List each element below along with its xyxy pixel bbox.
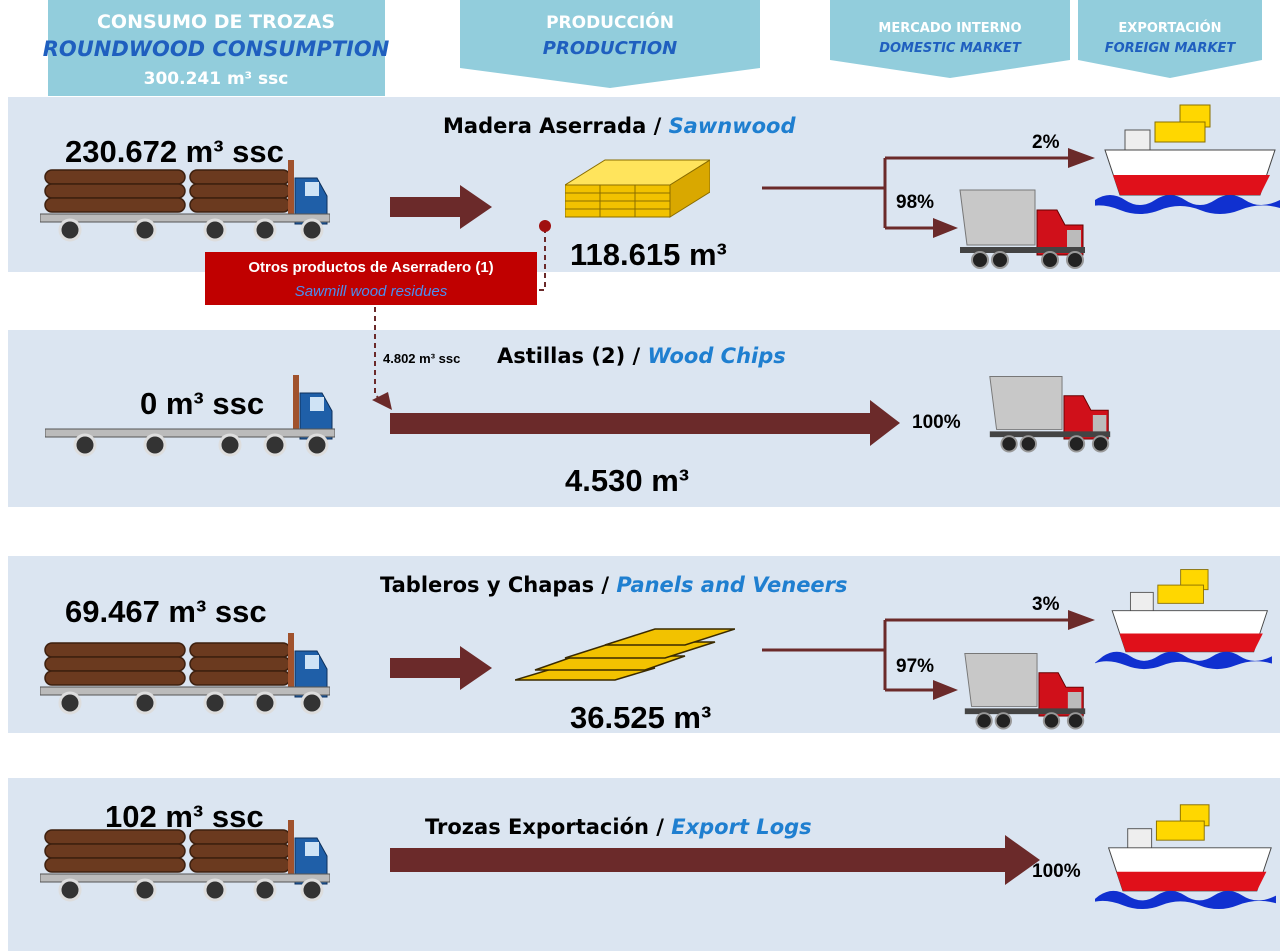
product-es: Tableros y Chapas / bbox=[380, 573, 609, 597]
product-es: Trozas Exportación / bbox=[425, 815, 664, 839]
header-subtitle: PRODUCTION bbox=[543, 38, 677, 59]
product-en: Sawnwood bbox=[669, 114, 797, 138]
residues-label: Otros productos de Aserradero (1) bbox=[248, 259, 493, 276]
consumption-label: 0 m³ ssc bbox=[140, 386, 264, 421]
residues-label-en: Sawmill wood residues bbox=[295, 283, 448, 300]
export-share: 100% bbox=[1032, 861, 1081, 882]
header-title: MERCADO INTERNO bbox=[878, 21, 1021, 36]
volume-label: 118.615 m³ bbox=[570, 237, 727, 272]
header-subtitle: FOREIGN MARKET bbox=[1105, 41, 1237, 56]
domestic-share: 98% bbox=[896, 192, 934, 213]
product-es: Madera Aserrada / bbox=[443, 114, 662, 138]
volume-label: 36.525 m³ bbox=[570, 700, 711, 735]
diagram: CONSUMO DE TROZAS ROUNDWOOD CONSUMPTION … bbox=[0, 0, 1280, 951]
header-title: EXPORTACIÓN bbox=[1118, 20, 1221, 36]
consumption-label: 69.467 m³ ssc bbox=[65, 594, 267, 629]
consumption-label: 230.672 m³ ssc bbox=[65, 134, 284, 169]
input-label: 4.802 m³ ssc bbox=[383, 351, 460, 366]
header-tab bbox=[1078, 0, 1262, 78]
product-es: Astillas (2) / bbox=[497, 344, 640, 368]
link-dot bbox=[539, 220, 551, 232]
header-tab bbox=[830, 0, 1070, 78]
product-en: Wood Chips bbox=[647, 344, 785, 368]
header-total: 300.241 m³ ssc bbox=[144, 69, 289, 89]
domestic-share: 100% bbox=[912, 412, 961, 433]
consumption-label: 102 m³ ssc bbox=[105, 799, 264, 834]
header-subtitle: DOMESTIC MARKET bbox=[879, 41, 1022, 56]
export-share: 2% bbox=[1032, 132, 1060, 153]
domestic-share: 97% bbox=[896, 656, 934, 677]
product-en: Export Logs bbox=[671, 815, 811, 839]
product-label: Madera Aserrada / Sawnwood bbox=[443, 114, 796, 138]
export-share: 3% bbox=[1032, 594, 1060, 615]
product-en: Panels and Veneers bbox=[616, 573, 847, 597]
header-title: PRODUCCIÓN bbox=[546, 11, 674, 33]
volume-label: 4.530 m³ bbox=[565, 463, 689, 498]
header-subtitle: ROUNDWOOD CONSUMPTION bbox=[43, 37, 390, 61]
product-label: Astillas (2) / Wood Chips bbox=[497, 344, 786, 368]
product-label: Tableros y Chapas / Panels and Veneers bbox=[380, 573, 848, 597]
product-label: Trozas Exportación / Export Logs bbox=[425, 815, 812, 839]
header-title: CONSUMO DE TROZAS bbox=[97, 11, 335, 33]
